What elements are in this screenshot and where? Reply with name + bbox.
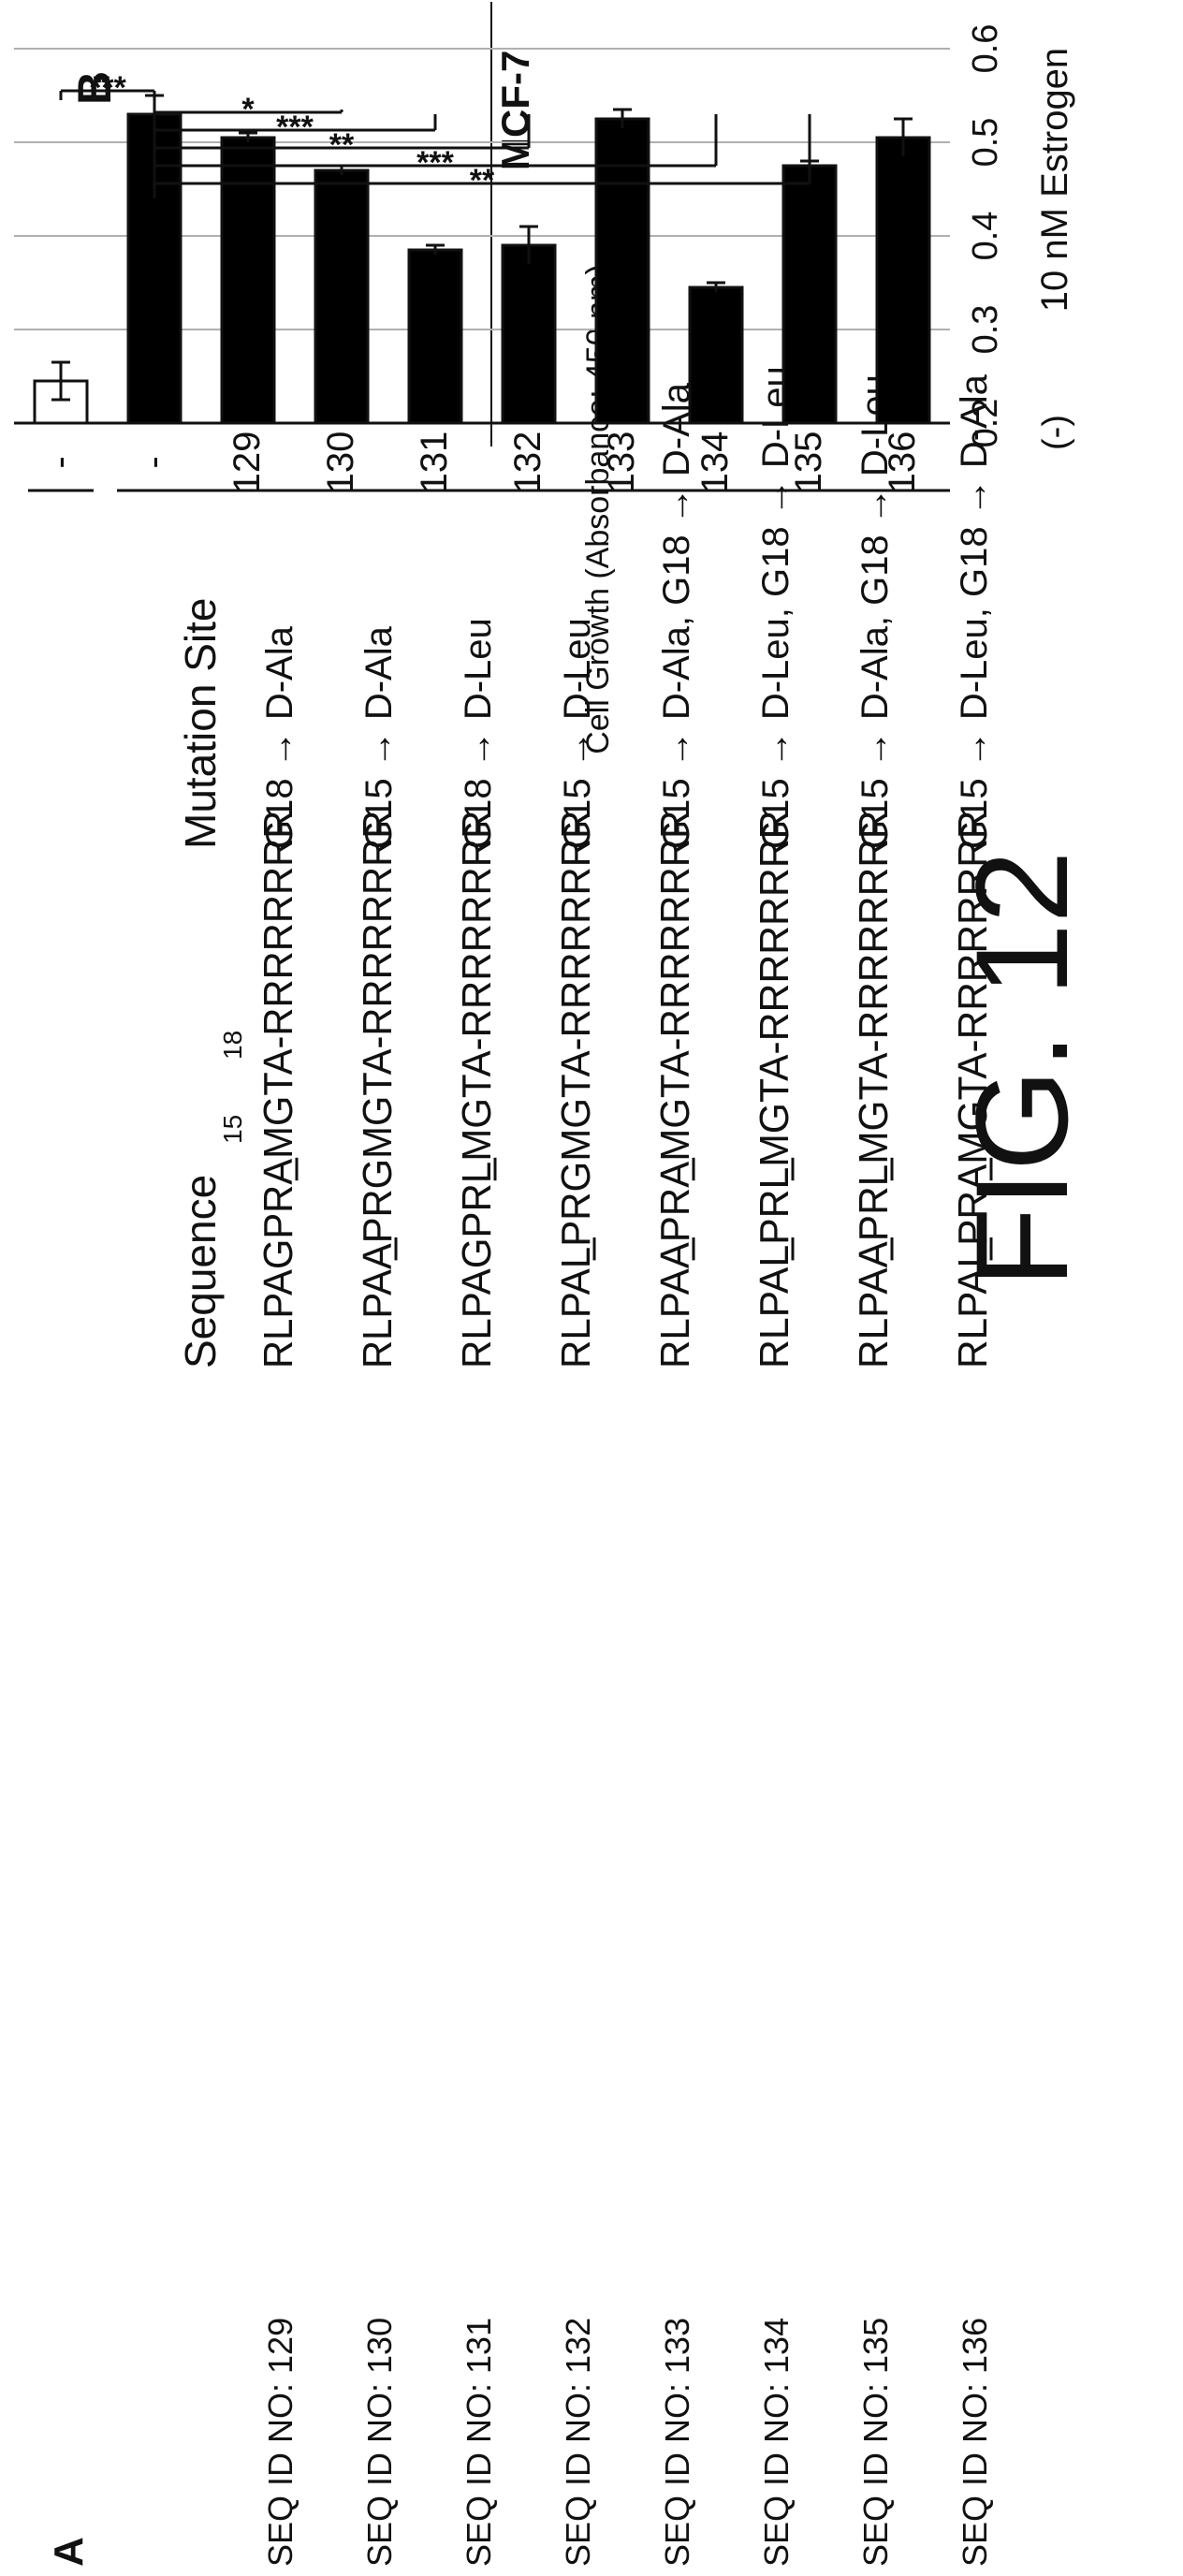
seq-id-8: SEQ ID NO: 136	[956, 2318, 994, 2567]
bar	[877, 138, 929, 423]
x-axis-label: 10 nM Estrogen	[1034, 48, 1075, 312]
sequence-row-2: RLPAAPRGMGTA-RRRRRRRR	[355, 811, 401, 1368]
sequence-text: RLPAAPRAMGTA-RRRRRRRR	[652, 811, 698, 1368]
position-number-15: 15	[218, 1115, 247, 1144]
mutation-site-1: G18 → D-Ala	[259, 625, 300, 849]
bar	[503, 245, 555, 423]
bar	[690, 287, 742, 423]
group-label-untreated: (-)	[1036, 415, 1075, 450]
sequence-row-1: RLPAGPRAMGTA-RRRRRRRR	[256, 811, 301, 1368]
sequence-text: RLPALPRLMGTA-RRRRRRRR	[752, 811, 797, 1368]
category-label: 130	[320, 432, 361, 494]
category-label: 129	[226, 432, 268, 494]
category-label: 131	[414, 432, 455, 494]
category-label: -	[133, 456, 174, 468]
seq-id-3: SEQ ID NO: 131	[460, 2318, 498, 2567]
significance-stars: *	[241, 92, 255, 127]
mutation-header: Mutation Site	[176, 598, 225, 849]
seq-id-1: SEQ ID NO: 129	[261, 2318, 299, 2567]
significance-bracket: ***	[154, 100, 435, 145]
panel-b: B MCF-7 Cell Growth (Absorbance: 450 nm)…	[14, 2, 1075, 754]
significance-stars: ***	[416, 145, 454, 181]
sequence-header: Sequence	[176, 1175, 225, 1368]
cell-line-title: MCF-7	[493, 51, 537, 170]
sequence-row-3: RLPAGPRLMGTA-RRRRRRRR	[454, 811, 500, 1368]
sequence-text: RLPAGPRLMGTA-RRRRRRRR	[454, 811, 500, 1368]
category-label: 133	[601, 432, 642, 494]
seq-id-5: SEQ ID NO: 133	[658, 2318, 696, 2567]
y-tick-label: 0.6	[966, 24, 1005, 74]
category-label: 136	[882, 432, 923, 494]
position-number-18: 18	[218, 1031, 247, 1060]
sequence-row-7: RLPAAPRLMGTA-RRRRRRRR	[851, 811, 897, 1368]
bar	[409, 250, 461, 423]
panel-a: A Sequence Mutation Site 15 18 SEQ ID NO…	[46, 366, 996, 2567]
figure-label: FIG. 12	[948, 851, 1095, 1288]
sequence-row-4: RLPALPRGMGTA-RRRRRRRR	[553, 811, 599, 1368]
mutation-site-3: G18 → D-Leu	[458, 618, 499, 849]
seq-id-2: SEQ ID NO: 130	[360, 2318, 399, 2567]
significance-stars: **	[470, 163, 495, 198]
sequence-row-6: RLPALPRLMGTA-RRRRRRRR	[752, 811, 797, 1368]
y-tick-label: 0.3	[966, 305, 1005, 355]
sequence-text: RLPAAPRGMGTA-RRRRRRRR	[355, 811, 401, 1368]
category-label: 135	[788, 432, 829, 494]
sequence-text: RLPALPRGMGTA-RRRRRRRR	[553, 811, 599, 1368]
y-tick-label: 0.2	[966, 399, 1005, 448]
sequence-text: RLPAGPRAMGTA-RRRRRRRR	[256, 811, 301, 1368]
sequence-row-5: RLPAAPRAMGTA-RRRRRRRR	[652, 811, 698, 1368]
bar	[315, 170, 368, 423]
bar	[783, 166, 836, 423]
sequence-text: RLPAAPRLMGTA-RRRRRRRR	[851, 811, 897, 1368]
seq-id-4: SEQ ID NO: 132	[559, 2318, 597, 2567]
panel-a-label: A	[46, 2537, 92, 2567]
significance-stars: ***	[89, 70, 126, 106]
mutation-site-2: G15 → D-Ala	[358, 625, 400, 849]
seq-id-7: SEQ ID NO: 135	[856, 2318, 895, 2567]
significance-bracket: *	[154, 92, 342, 127]
significance-stars: **	[329, 127, 355, 163]
y-tick-label: 0.5	[966, 118, 1005, 168]
mutation-site-5: G15 → D-Ala, G18 → D-Ala	[656, 382, 697, 849]
bar	[222, 138, 274, 423]
seq-id-6: SEQ ID NO: 134	[757, 2318, 796, 2567]
sequence-table: SEQ ID NO: 129RLPAGPRAMGTA-RRRRRRRRG18 →…	[256, 366, 996, 2567]
category-label: 132	[507, 432, 548, 494]
y-tick-label: 0.4	[966, 212, 1005, 261]
category-label: -	[39, 456, 80, 468]
significance-stars: ***	[276, 110, 314, 145]
category-label: 134	[694, 432, 736, 494]
